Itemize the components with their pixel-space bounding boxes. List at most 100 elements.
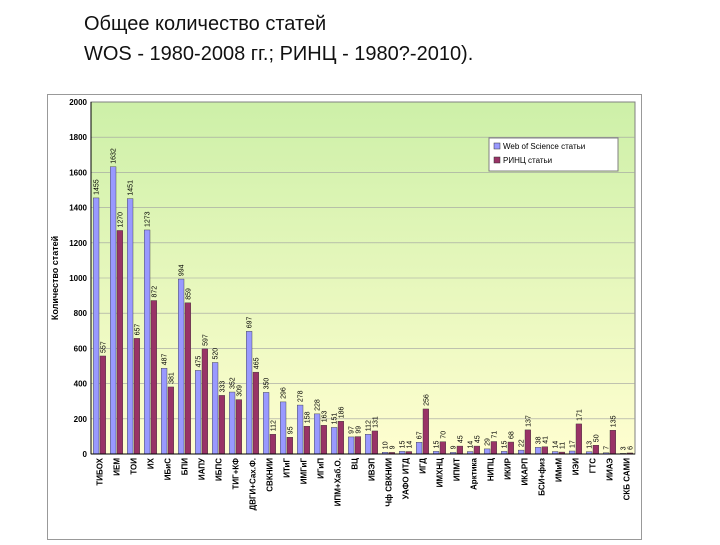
- data-label-rinc-15: 99: [355, 426, 362, 434]
- data-label-rinc-12: 158: [304, 411, 311, 423]
- data-label-rinc-13: 163: [321, 411, 328, 423]
- data-label-wos-21: 9: [451, 445, 458, 449]
- bar-wos-9: [246, 331, 253, 455]
- data-label-wos-1: 1632: [111, 148, 118, 164]
- bar-rinc-20: [439, 441, 446, 455]
- data-labels: 1455 557 1632 1270 1451 657 1273 872 487 381 994 85…: [94, 148, 635, 450]
- bar-wos-15: [348, 436, 355, 455]
- x-tick-label-4: ИБиС: [164, 458, 173, 480]
- bar-rinc-7: [218, 395, 225, 455]
- data-label-wos-12: 278: [298, 390, 305, 402]
- x-tick-label-28: ИЭИ: [572, 458, 581, 475]
- data-label-wos-2: 1451: [128, 180, 135, 196]
- data-label-wos-9: 697: [247, 317, 254, 329]
- x-tick-label-10: СВКНИИ: [266, 458, 275, 492]
- data-label-rinc-31: 6: [627, 446, 634, 450]
- data-label-rinc-24: 68: [508, 431, 515, 439]
- x-axis-tick-labels: ТИБОХ ИЕМ ТОИ ИХ ИБиС БПИ ИАПУ ИБПС ТИГ+КФ ДВГИ+С…: [96, 457, 632, 511]
- bar-rinc-16: [371, 430, 378, 455]
- bar-rinc-21: [456, 445, 463, 455]
- data-label-wos-28: 17: [570, 440, 577, 448]
- data-label-rinc-1: 1270: [117, 212, 124, 228]
- data-label-wos-3: 1273: [145, 211, 152, 227]
- bar-rinc-9: [252, 371, 259, 455]
- bar-rinc-4: [167, 386, 174, 455]
- y-tick-label-1800: 1800: [69, 133, 87, 142]
- bar-rinc-0: [99, 355, 106, 455]
- bar-rinc-15: [354, 436, 361, 455]
- x-tick-label-9: ДВГИ+Сах.Ф.: [249, 458, 258, 510]
- y-tick-label-600: 600: [74, 344, 88, 353]
- data-label-wos-6: 475: [196, 356, 203, 368]
- data-label-wos-13: 228: [315, 399, 322, 411]
- bar-wos-23: [484, 448, 491, 455]
- data-label-wos-18: 15: [400, 441, 407, 449]
- data-label-wos-16: 112: [366, 420, 373, 431]
- bar-rinc-10: [269, 434, 276, 455]
- data-label-wos-19: 67: [417, 431, 424, 439]
- bar-wos-8: [229, 391, 236, 455]
- x-tick-label-30: ИИАЭ: [606, 458, 615, 481]
- x-tick-label-0: ТИБОХ: [96, 457, 105, 485]
- bar-wos-14: [331, 427, 338, 455]
- bar-rinc-24: [507, 441, 514, 455]
- data-label-wos-0: 1455: [94, 179, 101, 195]
- data-label-rinc-18: 14: [406, 441, 413, 449]
- bar-rinc-23: [490, 441, 497, 455]
- data-label-wos-10: 350: [264, 378, 271, 390]
- legend-label-wos: Web of Science статьи: [503, 142, 585, 151]
- bar-wos-13: [314, 413, 321, 455]
- data-label-rinc-25: 137: [525, 415, 532, 427]
- bar-rinc-28: [575, 423, 582, 455]
- bar-rinc-30: [609, 430, 616, 455]
- x-tick-label-19: ИГД: [419, 458, 428, 474]
- x-tick-label-23: НИПЦ: [487, 458, 496, 481]
- x-tick-label-18: УАФО ИТД: [402, 458, 411, 500]
- y-tick-label-1600: 1600: [69, 168, 87, 177]
- data-label-rinc-22: 45: [474, 435, 481, 443]
- x-tick-label-25: ИКАРП: [521, 458, 530, 486]
- x-tick-label-24: ИКИР: [504, 457, 513, 479]
- data-label-wos-14: 151: [332, 413, 339, 425]
- bar-rinc-29: [592, 445, 599, 455]
- bar-wos-4: [161, 368, 168, 455]
- data-label-wos-22: 14: [468, 441, 475, 449]
- data-label-wos-7: 520: [213, 348, 220, 360]
- x-tick-label-20: ИМХНЦ: [436, 458, 445, 488]
- x-tick-label-14: ИПМ+Хаб.О.: [334, 458, 343, 506]
- bar-rinc-19: [422, 408, 429, 455]
- data-label-wos-27: 14: [553, 441, 560, 449]
- bar-wos-1: [110, 166, 117, 455]
- x-tick-label-26: БСИ+физ: [538, 458, 547, 496]
- slide-title-line-2: WOS - 1980-2008 гг.; РИНЦ - 1980?-2010).: [84, 43, 474, 65]
- bar-rinc-25: [524, 429, 531, 455]
- bar-rinc-22: [473, 445, 480, 455]
- data-label-rinc-0: 557: [100, 341, 107, 353]
- data-label-rinc-27: 11: [559, 442, 566, 449]
- data-label-wos-5: 994: [179, 264, 186, 276]
- data-label-rinc-11: 95: [287, 426, 294, 434]
- x-tick-label-17: Чф СВКНИИ: [385, 458, 394, 507]
- data-label-wos-15: 97: [349, 426, 356, 434]
- bar-wos-11: [280, 401, 287, 455]
- x-tick-label-22: Арктика: [470, 457, 479, 490]
- data-label-rinc-17: 9: [389, 445, 396, 449]
- data-label-rinc-2: 657: [134, 324, 141, 336]
- data-label-wos-29: 13: [587, 441, 594, 449]
- chart-svg: 0 200 400 600 800 1000 1200 1400 1600 1800 2000 Ко…: [47, 94, 642, 540]
- data-label-rinc-28: 171: [576, 409, 583, 421]
- bar-wos-10: [263, 392, 270, 455]
- bar-rinc-14: [337, 421, 344, 455]
- data-label-wos-17: 10: [383, 441, 390, 449]
- bar-rinc-8: [235, 399, 242, 455]
- data-label-wos-30: 7: [604, 446, 611, 450]
- bar-wos-12: [297, 404, 304, 455]
- data-label-wos-25: 22: [519, 439, 526, 447]
- x-tick-label-1: ИЕМ: [113, 458, 122, 476]
- data-label-rinc-19: 256: [423, 394, 430, 406]
- data-label-wos-23: 29: [485, 438, 492, 446]
- bar-wos-3: [144, 229, 151, 455]
- data-label-rinc-8: 309: [236, 385, 243, 397]
- data-label-rinc-29: 50: [593, 434, 600, 442]
- bar-rinc-5: [184, 302, 191, 455]
